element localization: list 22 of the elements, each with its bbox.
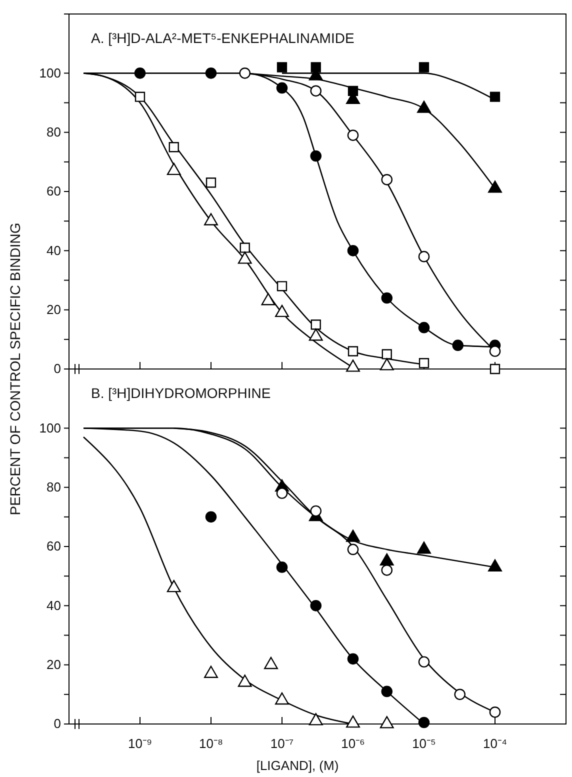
y-tick-label: 40 — [46, 242, 61, 258]
x-tick-label: 10⁻⁶ — [341, 736, 365, 751]
y-tick-label: 40 — [46, 598, 61, 613]
x-tick-label: 10⁻⁴ — [482, 736, 508, 751]
y-tick-label: 60 — [46, 538, 61, 554]
x-tick-label: 10⁻⁵ — [412, 736, 436, 751]
text: B. [³H]DIHYDROMORPHINE — [91, 385, 271, 401]
y-tick-label: 20 — [46, 656, 61, 672]
y-tick-label: 80 — [46, 479, 61, 494]
x-tick-label: 10⁻⁹ — [128, 736, 152, 751]
x-axis-title: [LIGAND], (M) — [256, 758, 339, 773]
y-tick-label: 60 — [46, 184, 61, 199]
y-axis-title: PERCENT OF CONTROL SPECIFIC BINDING — [7, 222, 23, 516]
y-tick-label: 100 — [39, 65, 61, 80]
x-tick-label: 10⁻⁷ — [270, 736, 294, 751]
text: A. [³H]D-ALA²-MET⁵-ENKEPHALINAMIDE — [91, 30, 354, 46]
y-tick-label: 0 — [54, 716, 61, 732]
y-tick-label: 100 — [39, 420, 61, 436]
x-tick-label: 10⁻⁸ — [199, 736, 223, 751]
y-tick-label: 20 — [46, 302, 61, 317]
y-tick-label: 80 — [46, 124, 61, 140]
y-tick-label: 0 — [54, 361, 61, 376]
